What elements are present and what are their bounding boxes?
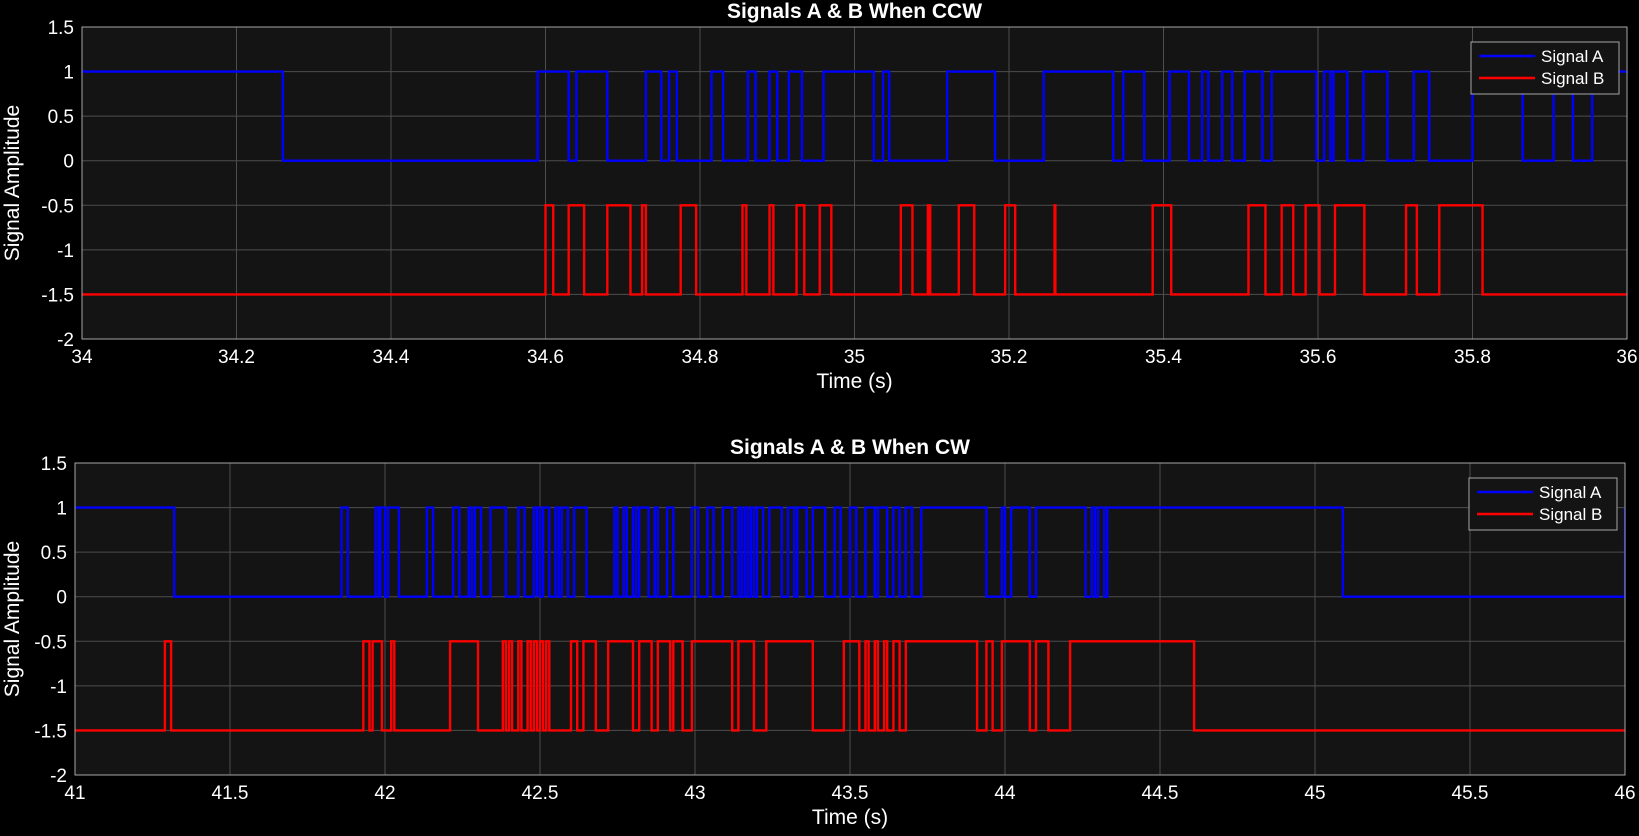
y-tick-label: -1.5 xyxy=(34,721,67,742)
series-group xyxy=(75,506,1625,732)
legend-label-signal-a: Signal A xyxy=(1539,483,1602,502)
y-tick-label: 0.5 xyxy=(48,107,74,128)
series-line-signal-b xyxy=(75,640,1625,732)
x-tick-label: 36 xyxy=(1616,347,1637,368)
x-tick-label: 35.4 xyxy=(1145,347,1182,368)
x-tick-label: 34.6 xyxy=(527,347,564,368)
x-tick-label: 35.6 xyxy=(1300,347,1337,368)
axes-frame xyxy=(74,462,1626,776)
series-group xyxy=(82,70,1627,296)
x-tick-label: 42.5 xyxy=(522,783,559,804)
axes-frame xyxy=(81,26,1628,340)
x-tick-label: 42 xyxy=(374,783,395,804)
legend-label-signal-b: Signal B xyxy=(1541,69,1604,88)
x-tick-label: 35 xyxy=(844,347,865,368)
x-tick-label: 35.2 xyxy=(991,347,1028,368)
y-axis-label: Signal Amplitude xyxy=(1,541,24,697)
y-tick-label: -1 xyxy=(50,677,67,698)
legend-label-signal-a: Signal A xyxy=(1541,47,1604,66)
series-line-signal-a xyxy=(82,70,1627,162)
axes-ccw: 34 34.2 34.4 34.6 34.8 35 35.2 35.4 35.6 35.8 36 -2… xyxy=(1,0,1638,393)
legend-box xyxy=(1470,41,1620,95)
y-tick-label: -2 xyxy=(57,330,74,351)
x-axis-label: Time (s) xyxy=(812,806,888,829)
legend-box xyxy=(1468,477,1618,531)
y-tick-labels: -2 -1.5 -1 -0.5 0 0.5 1 1.5 xyxy=(41,18,74,351)
x-tick-label: 34 xyxy=(71,347,93,368)
y-tick-label: 1 xyxy=(63,63,74,84)
y-tick-label: -1.5 xyxy=(41,285,74,306)
chart-title: Signals A & B When CW xyxy=(730,436,970,459)
y-tick-label: 1.5 xyxy=(48,18,74,39)
y-tick-label: 0.5 xyxy=(41,543,67,564)
y-tick-label: -2 xyxy=(50,766,67,787)
x-tick-labels: 34 34.2 34.4 34.6 34.8 35 35.2 35.4 35.6 35.8 36 xyxy=(71,347,1637,368)
legend: Signal A Signal B xyxy=(1468,477,1618,531)
x-tick-label: 43 xyxy=(684,783,705,804)
y-tick-label: -0.5 xyxy=(34,632,67,653)
legend: Signal A Signal B xyxy=(1470,41,1620,95)
x-tick-label: 34.2 xyxy=(218,347,255,368)
axes-cw: 41 41.5 42 42.5 43 43.5 44 44.5 45 45.5 46 -2 -1.5 -1… xyxy=(1,436,1636,829)
x-tick-labels: 41 41.5 42 42.5 43 43.5 44 44.5 45 45.5 46 xyxy=(64,783,1635,804)
y-tick-labels: -2 -1.5 -1 -0.5 0 0.5 1 1.5 xyxy=(34,454,67,787)
y-axis-label: Signal Amplitude xyxy=(1,105,24,261)
y-tick-label: -1 xyxy=(57,241,74,262)
x-tick-label: 41 xyxy=(64,783,85,804)
y-tick-label: 0 xyxy=(56,588,67,609)
x-tick-label: 45 xyxy=(1304,783,1325,804)
x-tick-label: 45.5 xyxy=(1452,783,1489,804)
series-line-signal-a xyxy=(75,506,1625,598)
x-tick-label: 34.4 xyxy=(373,347,410,368)
legend-label-signal-b: Signal B xyxy=(1539,505,1602,524)
x-tick-label: 34.8 xyxy=(682,347,719,368)
x-tick-label: 35.8 xyxy=(1454,347,1491,368)
series-line-signal-b xyxy=(82,204,1627,296)
y-tick-label: 1 xyxy=(56,499,67,520)
chart-title: Signals A & B When CCW xyxy=(727,0,982,23)
x-tick-label: 44 xyxy=(994,783,1016,804)
y-tick-label: -0.5 xyxy=(41,196,74,217)
y-tick-label: 0 xyxy=(63,152,74,173)
x-tick-label: 44.5 xyxy=(1142,783,1179,804)
x-axis-label: Time (s) xyxy=(816,370,892,393)
x-tick-label: 46 xyxy=(1614,783,1635,804)
x-tick-label: 43.5 xyxy=(832,783,869,804)
x-tick-label: 41.5 xyxy=(212,783,249,804)
y-tick-label: 1.5 xyxy=(41,454,67,475)
